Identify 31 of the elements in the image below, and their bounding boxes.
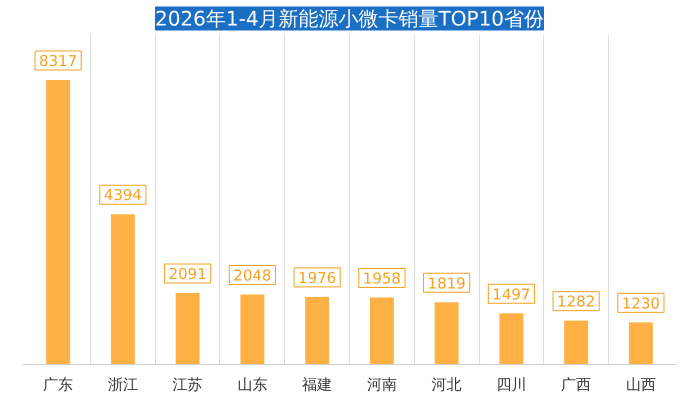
bar bbox=[176, 292, 200, 364]
chart-title: 2026年1-4月新能源小微卡销量TOP10省份 bbox=[154, 6, 544, 30]
bar bbox=[46, 80, 70, 364]
data-label: 1958 bbox=[362, 270, 401, 288]
data-label: 1282 bbox=[557, 292, 596, 311]
bar bbox=[305, 296, 330, 364]
bar bbox=[628, 322, 653, 364]
bar bbox=[110, 214, 135, 364]
x-tick-label: 四川 bbox=[496, 376, 526, 394]
data-label: 1497 bbox=[492, 285, 530, 304]
bar bbox=[499, 313, 524, 364]
data-label: 1230 bbox=[622, 294, 660, 312]
bar bbox=[564, 320, 588, 364]
x-tick-label: 广西 bbox=[561, 376, 592, 394]
data-label: 2091 bbox=[168, 264, 207, 283]
x-tick-label: 山东 bbox=[237, 376, 268, 394]
data-label: 1976 bbox=[298, 268, 336, 287]
x-tick-label: 江苏 bbox=[172, 376, 203, 394]
x-tick-label: 山西 bbox=[626, 376, 656, 394]
data-label: 8317 bbox=[39, 52, 78, 70]
x-tick-label: 河南 bbox=[366, 376, 397, 394]
x-tick-label: 河北 bbox=[432, 376, 462, 394]
bar bbox=[240, 294, 264, 364]
bar bbox=[434, 302, 459, 364]
x-tick-label: 广东 bbox=[43, 376, 74, 394]
data-label: 1819 bbox=[428, 274, 466, 292]
data-label: 2048 bbox=[233, 266, 272, 284]
data-label: 4394 bbox=[104, 186, 142, 204]
x-tick-label: 浙江 bbox=[108, 376, 138, 394]
bar bbox=[370, 298, 394, 364]
x-tick-label: 福建 bbox=[302, 376, 332, 394]
